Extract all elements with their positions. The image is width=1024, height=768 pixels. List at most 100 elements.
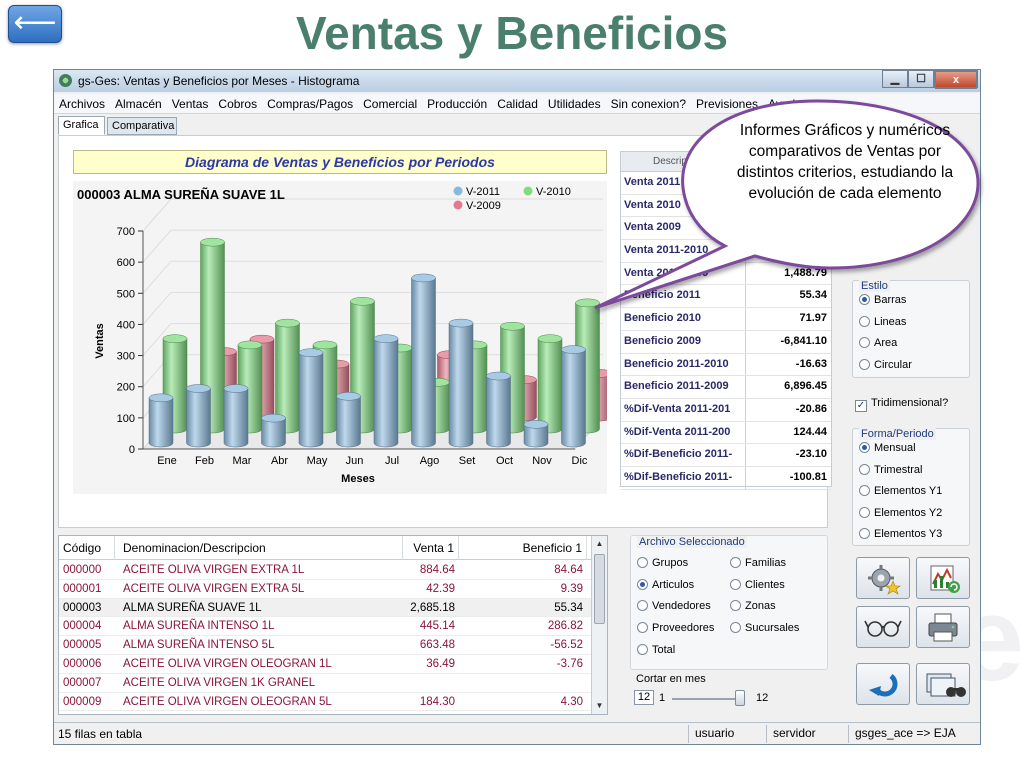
summary-row[interactable]: Beneficio 2011-2009 6,896.45: [621, 376, 831, 399]
y-tick-label: 400: [117, 319, 135, 331]
preview-button[interactable]: [856, 606, 910, 648]
bar-v-2011: [148, 397, 174, 448]
tridimensional-checkbox[interactable]: ✓ Tridimensional?: [855, 397, 948, 412]
status-rows: 15 filas en tabla: [58, 727, 143, 741]
col-codigo[interactable]: Código: [63, 536, 115, 560]
menu-item-producci-n[interactable]: Producción: [427, 97, 488, 111]
forma-radio-elementos-y1[interactable]: Elementos Y1: [859, 485, 942, 497]
menu-item-utilidades[interactable]: Utilidades: [547, 97, 601, 111]
close-icon: x: [935, 71, 977, 89]
printer-icon: [928, 613, 958, 642]
archivo-radio-clientes[interactable]: Clientes: [730, 578, 785, 591]
tab-comparativa[interactable]: Comparativa: [107, 117, 177, 135]
summary-row[interactable]: %Dif-Beneficio 2011- -23.10: [621, 444, 831, 467]
maximize-button[interactable]: ☐: [908, 70, 934, 88]
table-row[interactable]: 000000 ACEITE OLIVA VIRGEN EXTRA 1L 884.64…: [59, 561, 592, 580]
col-beneficio[interactable]: Beneficio 1: [459, 536, 587, 560]
summary-row[interactable]: %Dif-Venta 2011-200 124.44: [621, 421, 831, 445]
bar-v-2010-top: [200, 237, 225, 247]
callout-bubble: [594, 99, 980, 310]
archivo-radio-vendedores[interactable]: Vendedores: [637, 600, 711, 612]
bar-v-2011-top: [261, 413, 286, 423]
estilo-radio-lineas[interactable]: Lineas: [859, 315, 906, 328]
radio-label: Sucursales: [745, 622, 800, 635]
left-arrow-icon: ⟵: [13, 5, 57, 40]
tab-grafica[interactable]: Grafica: [58, 116, 105, 135]
status-bar: 15 filas en tabla usuario servidor gsges…: [54, 722, 980, 744]
bar-v-2011: [561, 349, 586, 448]
archivo-title: Archivo Seleccionado: [637, 536, 747, 548]
search-button[interactable]: [916, 663, 970, 705]
forma-radio-mensual[interactable]: Mensual: [859, 442, 916, 454]
col-venta[interactable]: Venta 1: [403, 536, 459, 560]
archivo-radio-zonas[interactable]: Zonas: [730, 600, 776, 612]
cell-venta: 36.49: [426, 658, 455, 670]
table-scrollbar[interactable]: ▲ ▼: [591, 536, 607, 714]
radio-icon: [859, 315, 870, 327]
menu-item-calidad[interactable]: Calidad: [497, 97, 538, 111]
scroll-down-icon[interactable]: ▼: [595, 701, 604, 710]
close-button[interactable]: x: [934, 70, 978, 89]
bar-v-2011-top: [448, 318, 474, 328]
table-row[interactable]: 000004 ALMA SUREÑA INTENSO 1L 445.14 286.82: [59, 617, 592, 637]
table-row[interactable]: 000009 ACEITE OLIVA VIRGEN OLEOGRAN 5L 184…: [59, 693, 592, 712]
summary-row[interactable]: Beneficio 2010 71.97: [621, 308, 831, 331]
menu-item-cobros[interactable]: Cobros: [218, 97, 258, 111]
summary-row[interactable]: %Dif-Venta 2011-201 -20.86: [621, 398, 831, 422]
summary-value: 124.44: [793, 425, 827, 438]
archivo-radio-sucursales[interactable]: Sucursales: [730, 622, 799, 634]
archivo-radio-grupos[interactable]: Grupos: [637, 557, 688, 569]
forma-radio-trimestral[interactable]: Trimestral: [859, 463, 922, 476]
estilo-radio-barras[interactable]: Barras: [859, 294, 906, 306]
table-row[interactable]: 000007 ACEITE OLIVA VIRGEN 1K GRANEL: [59, 674, 592, 693]
summary-label: Beneficio 2011-2010: [621, 353, 746, 376]
forma-radio-elementos-y2[interactable]: Elementos Y2: [859, 506, 942, 519]
chart-refresh-button[interactable]: [916, 557, 970, 599]
estilo-radio-area[interactable]: Area: [859, 337, 897, 349]
col-denominacion[interactable]: Denominacion/Descripcion: [123, 536, 403, 560]
forma-radio-elementos-y3[interactable]: Elementos Y3: [859, 528, 942, 540]
cortar-value-field[interactable]: 12: [634, 690, 654, 705]
table-row[interactable]: 000005 ALMA SUREÑA INTENSO 5L 663.48 -56.52: [59, 636, 592, 655]
menu-item-previsiones[interactable]: Previsiones: [696, 97, 759, 111]
cortar-slider-thumb[interactable]: [735, 690, 745, 706]
bar-v-2011-top: [148, 393, 174, 403]
estilo-radio-circular[interactable]: Circular: [859, 358, 912, 371]
forma-title: Forma/Periodo: [859, 428, 936, 440]
legend-label: V-2011: [466, 186, 500, 198]
summary-value: -16.63: [795, 357, 827, 370]
scroll-thumb[interactable]: [594, 554, 605, 624]
minimize-button[interactable]: ▁: [882, 70, 908, 88]
cell-denominacion: ALMA SUREÑA INTENSO 1L: [123, 620, 275, 633]
x-tick-label: Ago: [420, 455, 440, 467]
archivo-radio-total[interactable]: Total: [637, 643, 675, 656]
settings-button[interactable]: [856, 557, 910, 599]
x-tick-label: Mar: [233, 455, 252, 467]
summary-row[interactable]: %Dif-Beneficio 2011- -100.81: [621, 466, 831, 490]
menu-item-sin-conexion[interactable]: Sin conexion?: [610, 97, 686, 111]
menu-item-ventas[interactable]: Ventas: [171, 97, 209, 111]
radio-icon: [637, 600, 648, 612]
table-row[interactable]: 000003 ALMA SUREÑA SUAVE 1L 2,685.18 55.34: [59, 598, 592, 618]
bar-v-2010-top: [575, 298, 600, 308]
back-button[interactable]: ⟵: [8, 5, 62, 43]
print-button[interactable]: [916, 606, 970, 648]
summary-row[interactable]: Beneficio 2009 -6,841.10: [621, 330, 831, 354]
summary-label: Beneficio 2011-2009: [621, 376, 746, 398]
menu-item-almac-n[interactable]: Almacén: [115, 97, 162, 111]
summary-row[interactable]: Beneficio 2011-2010 -16.63: [621, 353, 831, 377]
menu-item-comercial[interactable]: Comercial: [363, 97, 418, 111]
undo-button[interactable]: [856, 663, 910, 705]
archivo-radio-articulos[interactable]: Articulos: [637, 578, 694, 591]
y-tick-label: 500: [117, 288, 135, 300]
menu-item-archivos[interactable]: Archivos: [59, 97, 106, 111]
cell-beneficio: [459, 674, 587, 692]
archivo-radio-proveedores[interactable]: Proveedores: [637, 622, 714, 634]
radio-label: Proveedores: [652, 622, 715, 635]
table-row[interactable]: 000001 ACEITE OLIVA VIRGEN EXTRA 5L 42.39 9…: [59, 580, 592, 599]
menu-item-compras-pagos[interactable]: Compras/Pagos: [267, 97, 354, 111]
table-row[interactable]: 000006 ACEITE OLIVA VIRGEN OLEOGRAN 1L 36.…: [59, 655, 592, 674]
x-tick-label: Dic: [572, 455, 588, 467]
scroll-up-icon[interactable]: ▲: [595, 539, 604, 548]
archivo-radio-familias[interactable]: Familias: [730, 557, 786, 569]
